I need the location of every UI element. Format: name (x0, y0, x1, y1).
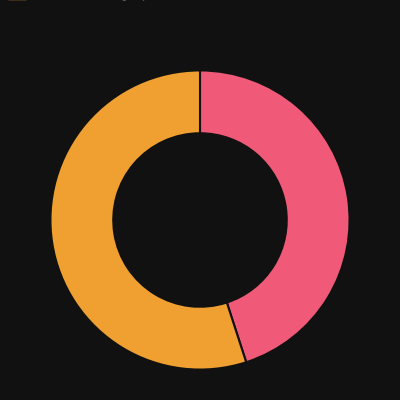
Wedge shape (200, 70, 350, 362)
Legend: Puissance souscrite, Consommation énergétique totale: Puissance souscrite, Consommation énergé… (5, 0, 189, 4)
Wedge shape (50, 70, 246, 370)
